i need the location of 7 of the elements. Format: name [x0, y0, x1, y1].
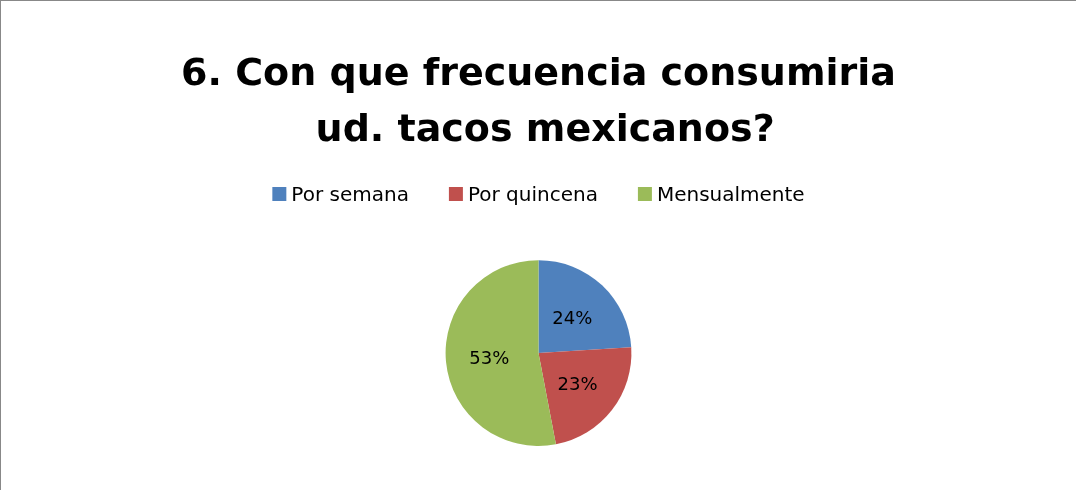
- data-label: 23%: [557, 372, 598, 394]
- data-label: 53%: [469, 347, 510, 369]
- data-label: 24%: [552, 306, 593, 328]
- legend-label: Por semana: [291, 182, 409, 206]
- legend-label: Mensualmente: [656, 182, 805, 206]
- legend-label: Por quincena: [467, 182, 598, 206]
- chart-title: 6. Con que frecuencia consumiria ud. tacos mexicanos?: [181, 50, 896, 150]
